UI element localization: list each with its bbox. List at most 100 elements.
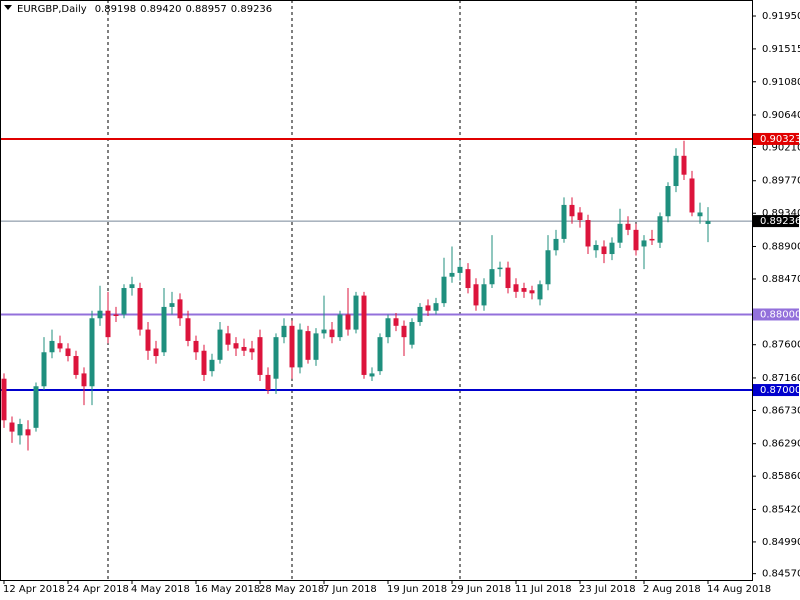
candle-body xyxy=(49,340,55,353)
candle-body xyxy=(89,318,95,387)
candle-body xyxy=(169,303,175,307)
candle-body xyxy=(129,284,135,289)
y-tick-label: 0.91515 xyxy=(762,44,800,55)
candle-body xyxy=(609,242,615,255)
y-tick-label: 0.87600 xyxy=(762,340,800,351)
candle-body xyxy=(409,322,415,345)
x-tick-label: 19 Jun 2018 xyxy=(387,584,447,595)
candle-body xyxy=(497,267,503,270)
candle-body xyxy=(25,429,31,436)
candle-body xyxy=(353,295,359,330)
candle-body xyxy=(321,329,327,334)
x-tick-label: 24 Apr 2018 xyxy=(67,584,129,595)
price-label: 0.87000 xyxy=(760,385,800,396)
y-tick-label: 0.85860 xyxy=(762,471,800,482)
candle-body xyxy=(289,325,295,368)
candle-body xyxy=(121,288,127,315)
candle-body xyxy=(665,186,671,217)
y-tick-label: 0.90640 xyxy=(762,110,800,121)
candle-body xyxy=(697,212,703,217)
candle-body xyxy=(105,310,111,338)
candle-body xyxy=(273,337,279,379)
x-tick-label: 16 May 2018 xyxy=(195,584,260,595)
x-tick-label: 14 Aug 2018 xyxy=(707,584,771,595)
price-label-box xyxy=(753,308,799,321)
candle-body xyxy=(345,314,351,330)
candle-body xyxy=(529,290,535,294)
price-label: 0.89236 xyxy=(760,216,800,227)
candle-body xyxy=(81,373,87,387)
candle-body xyxy=(297,329,303,368)
menu-triangle[interactable] xyxy=(4,5,12,10)
y-tick-label: 0.89770 xyxy=(762,176,800,187)
y-tick-label: 0.88900 xyxy=(762,241,800,252)
y-tick-label: 0.88470 xyxy=(762,274,800,285)
candle-body xyxy=(209,359,215,372)
candle-body xyxy=(465,269,471,289)
candle-body xyxy=(73,356,79,375)
candle-body xyxy=(489,269,495,285)
candle-body xyxy=(633,229,639,251)
candle-body xyxy=(457,266,463,273)
candle-body xyxy=(177,299,183,319)
candle-body xyxy=(17,424,23,436)
candle-body xyxy=(241,346,247,351)
price-label-box xyxy=(753,215,799,228)
x-tick-label: 12 Apr 2018 xyxy=(3,584,65,595)
candle-body xyxy=(545,250,551,285)
candle-body xyxy=(433,303,439,311)
y-tick-label: 0.86730 xyxy=(762,405,800,416)
candle-body xyxy=(617,223,623,243)
candle-body xyxy=(657,216,663,243)
candle-body xyxy=(57,343,63,349)
y-tick-label: 0.86290 xyxy=(762,439,800,450)
candle-body xyxy=(521,288,527,292)
candle-body xyxy=(569,204,575,217)
candle-body xyxy=(9,422,15,432)
candle-body xyxy=(649,238,655,241)
candle-body xyxy=(577,212,583,221)
candle-body xyxy=(593,244,599,251)
candle-body xyxy=(281,325,287,338)
y-tick-label: 0.84570 xyxy=(762,569,800,580)
candle-body xyxy=(689,178,695,213)
y-tick-label: 0.89340 xyxy=(762,208,800,219)
candle-body xyxy=(305,331,311,360)
candle-body xyxy=(369,373,375,377)
candle-body xyxy=(377,337,383,372)
header-value: 0.88957 xyxy=(185,4,226,15)
candle-body xyxy=(401,325,407,338)
x-tick-label: 28 May 2018 xyxy=(259,584,324,595)
candle-body xyxy=(217,329,223,360)
x-tick-label: 2 Aug 2018 xyxy=(643,584,701,595)
plot xyxy=(0,137,752,451)
candle-body xyxy=(137,288,143,330)
candle-body xyxy=(145,329,151,351)
candle-body xyxy=(393,318,399,326)
candle-body xyxy=(233,343,239,349)
candle-body xyxy=(337,314,343,338)
candle-body xyxy=(585,220,591,247)
candle-body xyxy=(449,272,455,277)
candle-body xyxy=(185,318,191,341)
candle-body xyxy=(513,284,519,292)
candle-body xyxy=(601,246,607,255)
candle-body xyxy=(673,155,679,187)
candle-body xyxy=(265,374,271,391)
candle-body xyxy=(505,267,511,289)
y-tick-label: 0.91950 xyxy=(762,11,800,22)
x-tick-label: 11 Jul 2018 xyxy=(515,584,572,595)
candle-body xyxy=(641,240,647,247)
candle-body xyxy=(113,314,119,316)
candle-body xyxy=(361,295,367,375)
price-label-box xyxy=(753,132,799,145)
x-tick-label: 4 May 2018 xyxy=(131,584,190,595)
y-tick-label: 0.85420 xyxy=(762,504,800,515)
y-tick-label: 0.90210 xyxy=(762,142,800,153)
candle-body xyxy=(1,378,7,421)
candle-body xyxy=(65,348,71,357)
candle-body xyxy=(257,337,263,375)
